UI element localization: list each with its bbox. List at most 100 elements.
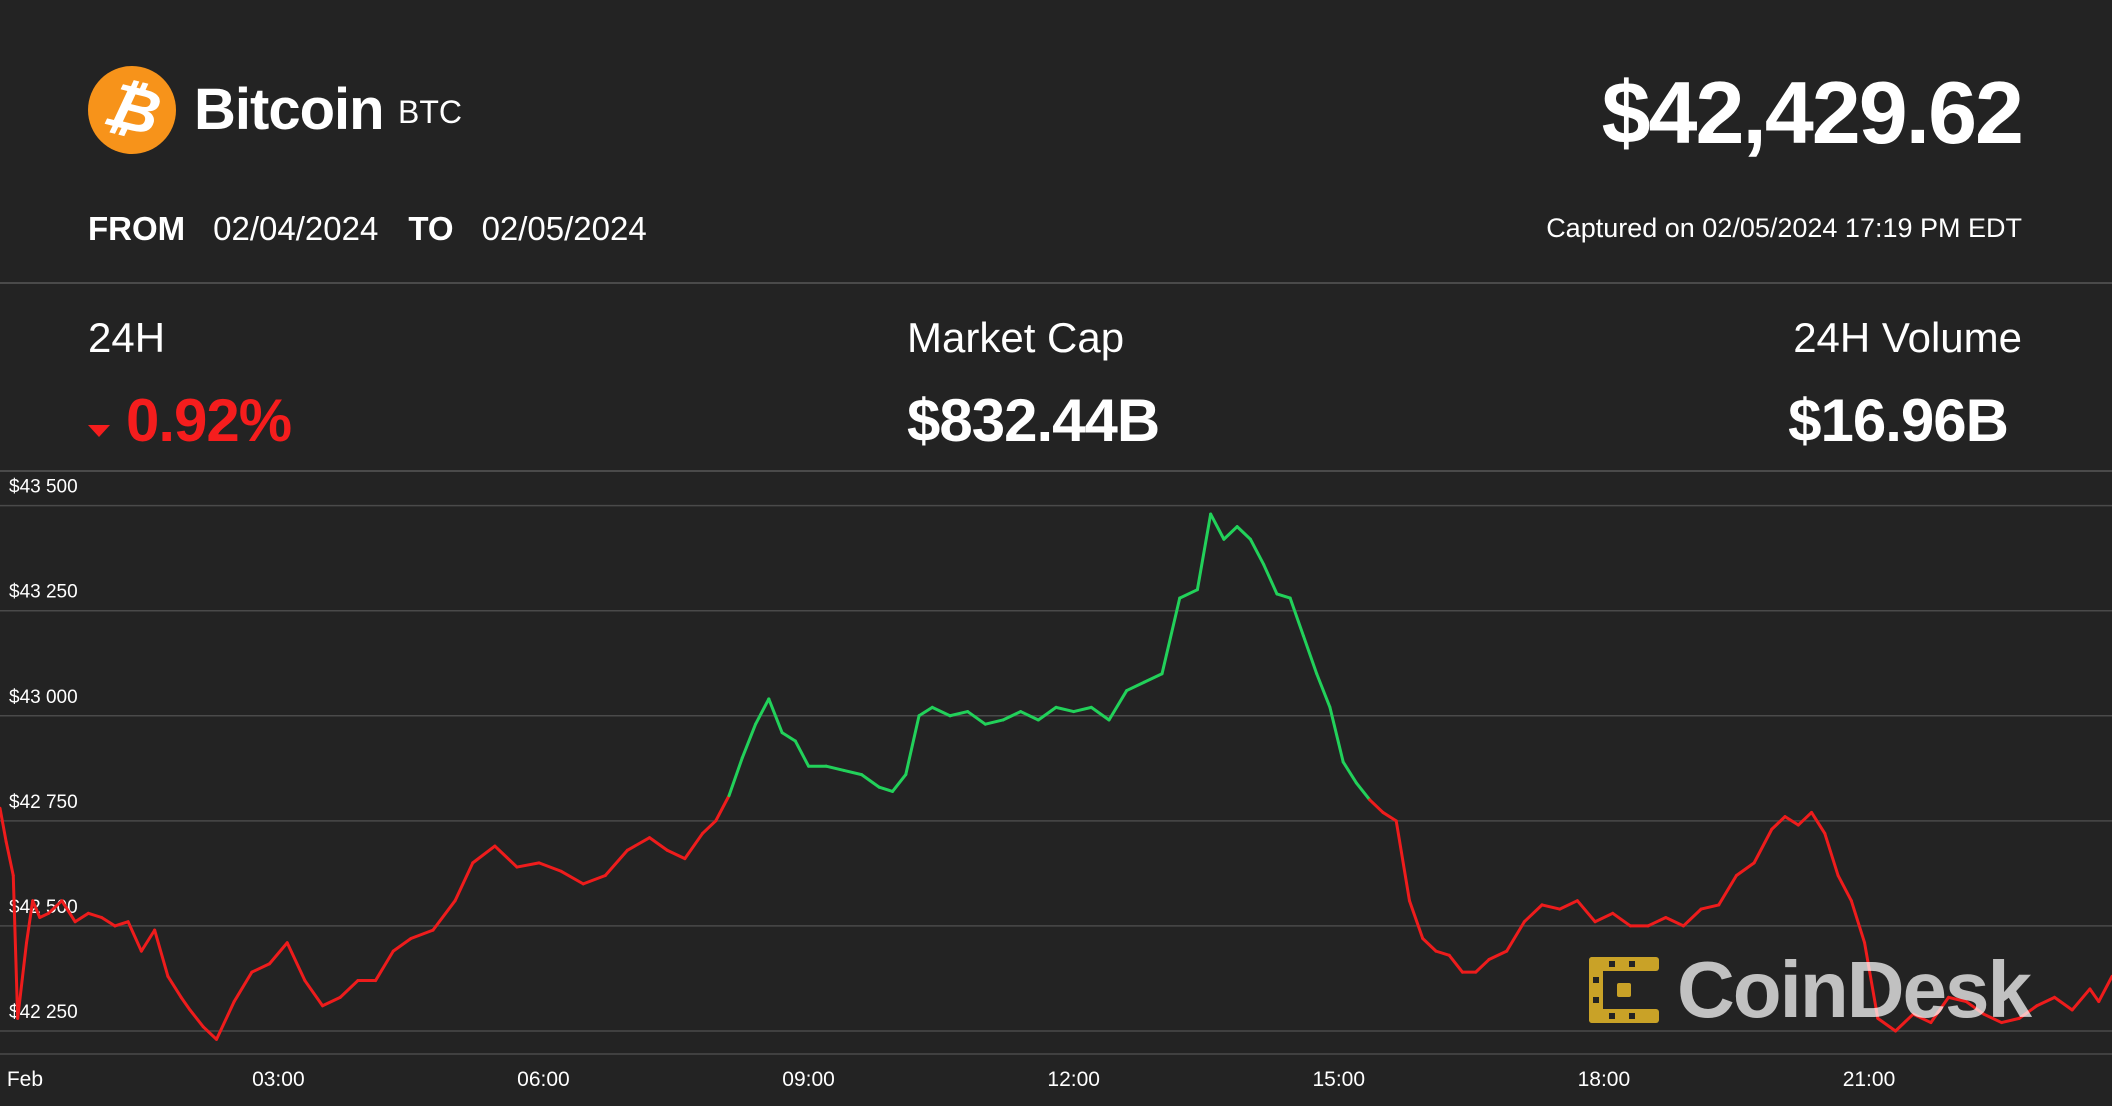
to-date: 02/05/2024	[481, 210, 647, 247]
price-line-segment	[767, 697, 784, 735]
coindesk-watermark: CoinDesk	[1581, 944, 2032, 1036]
y-tick-label: $43 000	[9, 687, 78, 708]
price-line-segment	[701, 819, 718, 835]
price-line-segment	[86, 911, 104, 920]
price-line-segment	[1072, 705, 1093, 714]
price-line-segment	[268, 941, 289, 966]
price-line-segment	[1421, 937, 1438, 953]
price-line-segment	[1783, 815, 1800, 827]
current-price: $42,429.62	[1601, 63, 2024, 162]
price-line-segment	[983, 718, 1005, 726]
market-cap-label: Market Cap	[907, 314, 1125, 361]
from-date: 02/04/2024	[213, 210, 379, 247]
price-line-segment	[1796, 810, 1814, 827]
price-line-segment	[2035, 995, 2057, 1008]
price-line-segment	[1876, 1016, 1897, 1033]
price-line-segment	[1474, 958, 1491, 974]
date-range: FROM 02/04/2024 TO 02/05/2024	[88, 210, 647, 248]
price-line-segment	[1381, 810, 1398, 823]
price-line-segment	[1407, 899, 1425, 941]
price-line-segment	[232, 970, 254, 1004]
price-line-segment	[1823, 831, 1840, 877]
price-line-segment	[391, 937, 413, 953]
price-line-segment	[2070, 987, 2092, 1012]
price-line-segment	[1019, 710, 1040, 722]
price-line-segment	[1054, 705, 1076, 714]
price-line-segment	[860, 773, 881, 789]
price-line-segment	[1717, 873, 1738, 907]
price-line-segment	[471, 844, 497, 865]
price-line-segment	[1089, 705, 1111, 722]
price-line-segment	[1681, 907, 1703, 928]
stats-divider	[0, 470, 2112, 472]
price-line-segment	[1522, 903, 1544, 924]
price-line-segment	[1368, 798, 1385, 814]
price-line-segment	[1125, 680, 1146, 693]
price-line-segment	[73, 911, 90, 924]
price-line-segment	[1341, 760, 1358, 785]
price-line-segment	[917, 705, 934, 718]
price-line-segment	[1558, 899, 1579, 911]
price-line-segment	[453, 861, 475, 903]
price-line-segment	[1262, 562, 1279, 596]
price-line-segment	[1178, 588, 1199, 600]
price-line-segment	[581, 873, 607, 886]
price-line-segment	[727, 756, 744, 798]
price-line-segment	[1248, 537, 1266, 566]
x-tick-label: 21:00	[1843, 1068, 1896, 1091]
price-line-segment	[1863, 941, 1880, 1020]
y-tick-label: $43 500	[9, 477, 78, 498]
price-line-segment	[1288, 596, 1305, 638]
price-line-segment	[126, 920, 143, 953]
price-line-segment	[338, 979, 360, 999]
price-line-segment	[1836, 873, 1853, 903]
price-line-segment	[904, 714, 921, 777]
price-line-segment	[1160, 596, 1182, 676]
price-line-segment	[1947, 995, 1968, 1004]
price-line-segment	[1222, 525, 1239, 541]
price-line-segment	[1505, 920, 1526, 953]
price-line-segment	[431, 899, 457, 932]
price-line-segment	[1354, 781, 1372, 802]
x-tick-label: 09:00	[782, 1068, 835, 1091]
price-line-segment	[321, 995, 342, 1008]
to-label: TO	[408, 210, 454, 247]
price-line-segment	[1849, 899, 1867, 945]
volume-label: 24H Volume	[1793, 314, 2022, 361]
price-line-segment	[714, 794, 731, 823]
price-line-segment	[1487, 949, 1509, 962]
price-line-segment	[1911, 1012, 1933, 1025]
bitcoin-logo-icon: ₿	[88, 66, 176, 154]
price-line-segment	[1142, 672, 1164, 684]
coindesk-watermark-text: CoinDesk	[1677, 945, 2032, 1034]
x-tick-label: 06:00	[517, 1068, 570, 1091]
price-line-segment	[38, 911, 51, 920]
price-line-segment	[1611, 911, 1632, 928]
price-line-segment	[1770, 815, 1787, 831]
price-line-segment	[1964, 1000, 1986, 1016]
price-line-segment	[2017, 1004, 2039, 1020]
price-line-segment	[303, 979, 325, 1008]
coindesk-logo-icon	[1589, 957, 1660, 1023]
price-line-segment	[1646, 916, 1668, 928]
x-tick-label: 03:00	[252, 1068, 305, 1091]
price-line-segment	[374, 949, 395, 983]
captured-timestamp: Captured on 02/05/2024 17:19 PM EDT	[1546, 213, 2022, 243]
price-line-segment	[891, 773, 908, 793]
y-tick-label: $43 250	[9, 582, 78, 603]
price-line-segment	[740, 722, 758, 760]
price-line-segment	[2088, 987, 2101, 1004]
price-line-segment	[0, 806, 8, 844]
price-line-segment	[1699, 903, 1721, 911]
price-line-segment	[493, 844, 519, 869]
price-line-segment	[1929, 995, 1951, 1025]
price-line-segment	[1301, 634, 1319, 676]
price-line-segment	[780, 731, 797, 743]
price-line-segment	[603, 848, 629, 877]
price-line-segment	[1434, 949, 1451, 957]
x-tick-label: 12:00	[1047, 1068, 1100, 1091]
price-line-segment	[11, 873, 20, 1020]
price-line-segment	[1235, 525, 1252, 541]
price-line-segment	[139, 928, 157, 953]
price-line-segment	[1315, 672, 1332, 709]
